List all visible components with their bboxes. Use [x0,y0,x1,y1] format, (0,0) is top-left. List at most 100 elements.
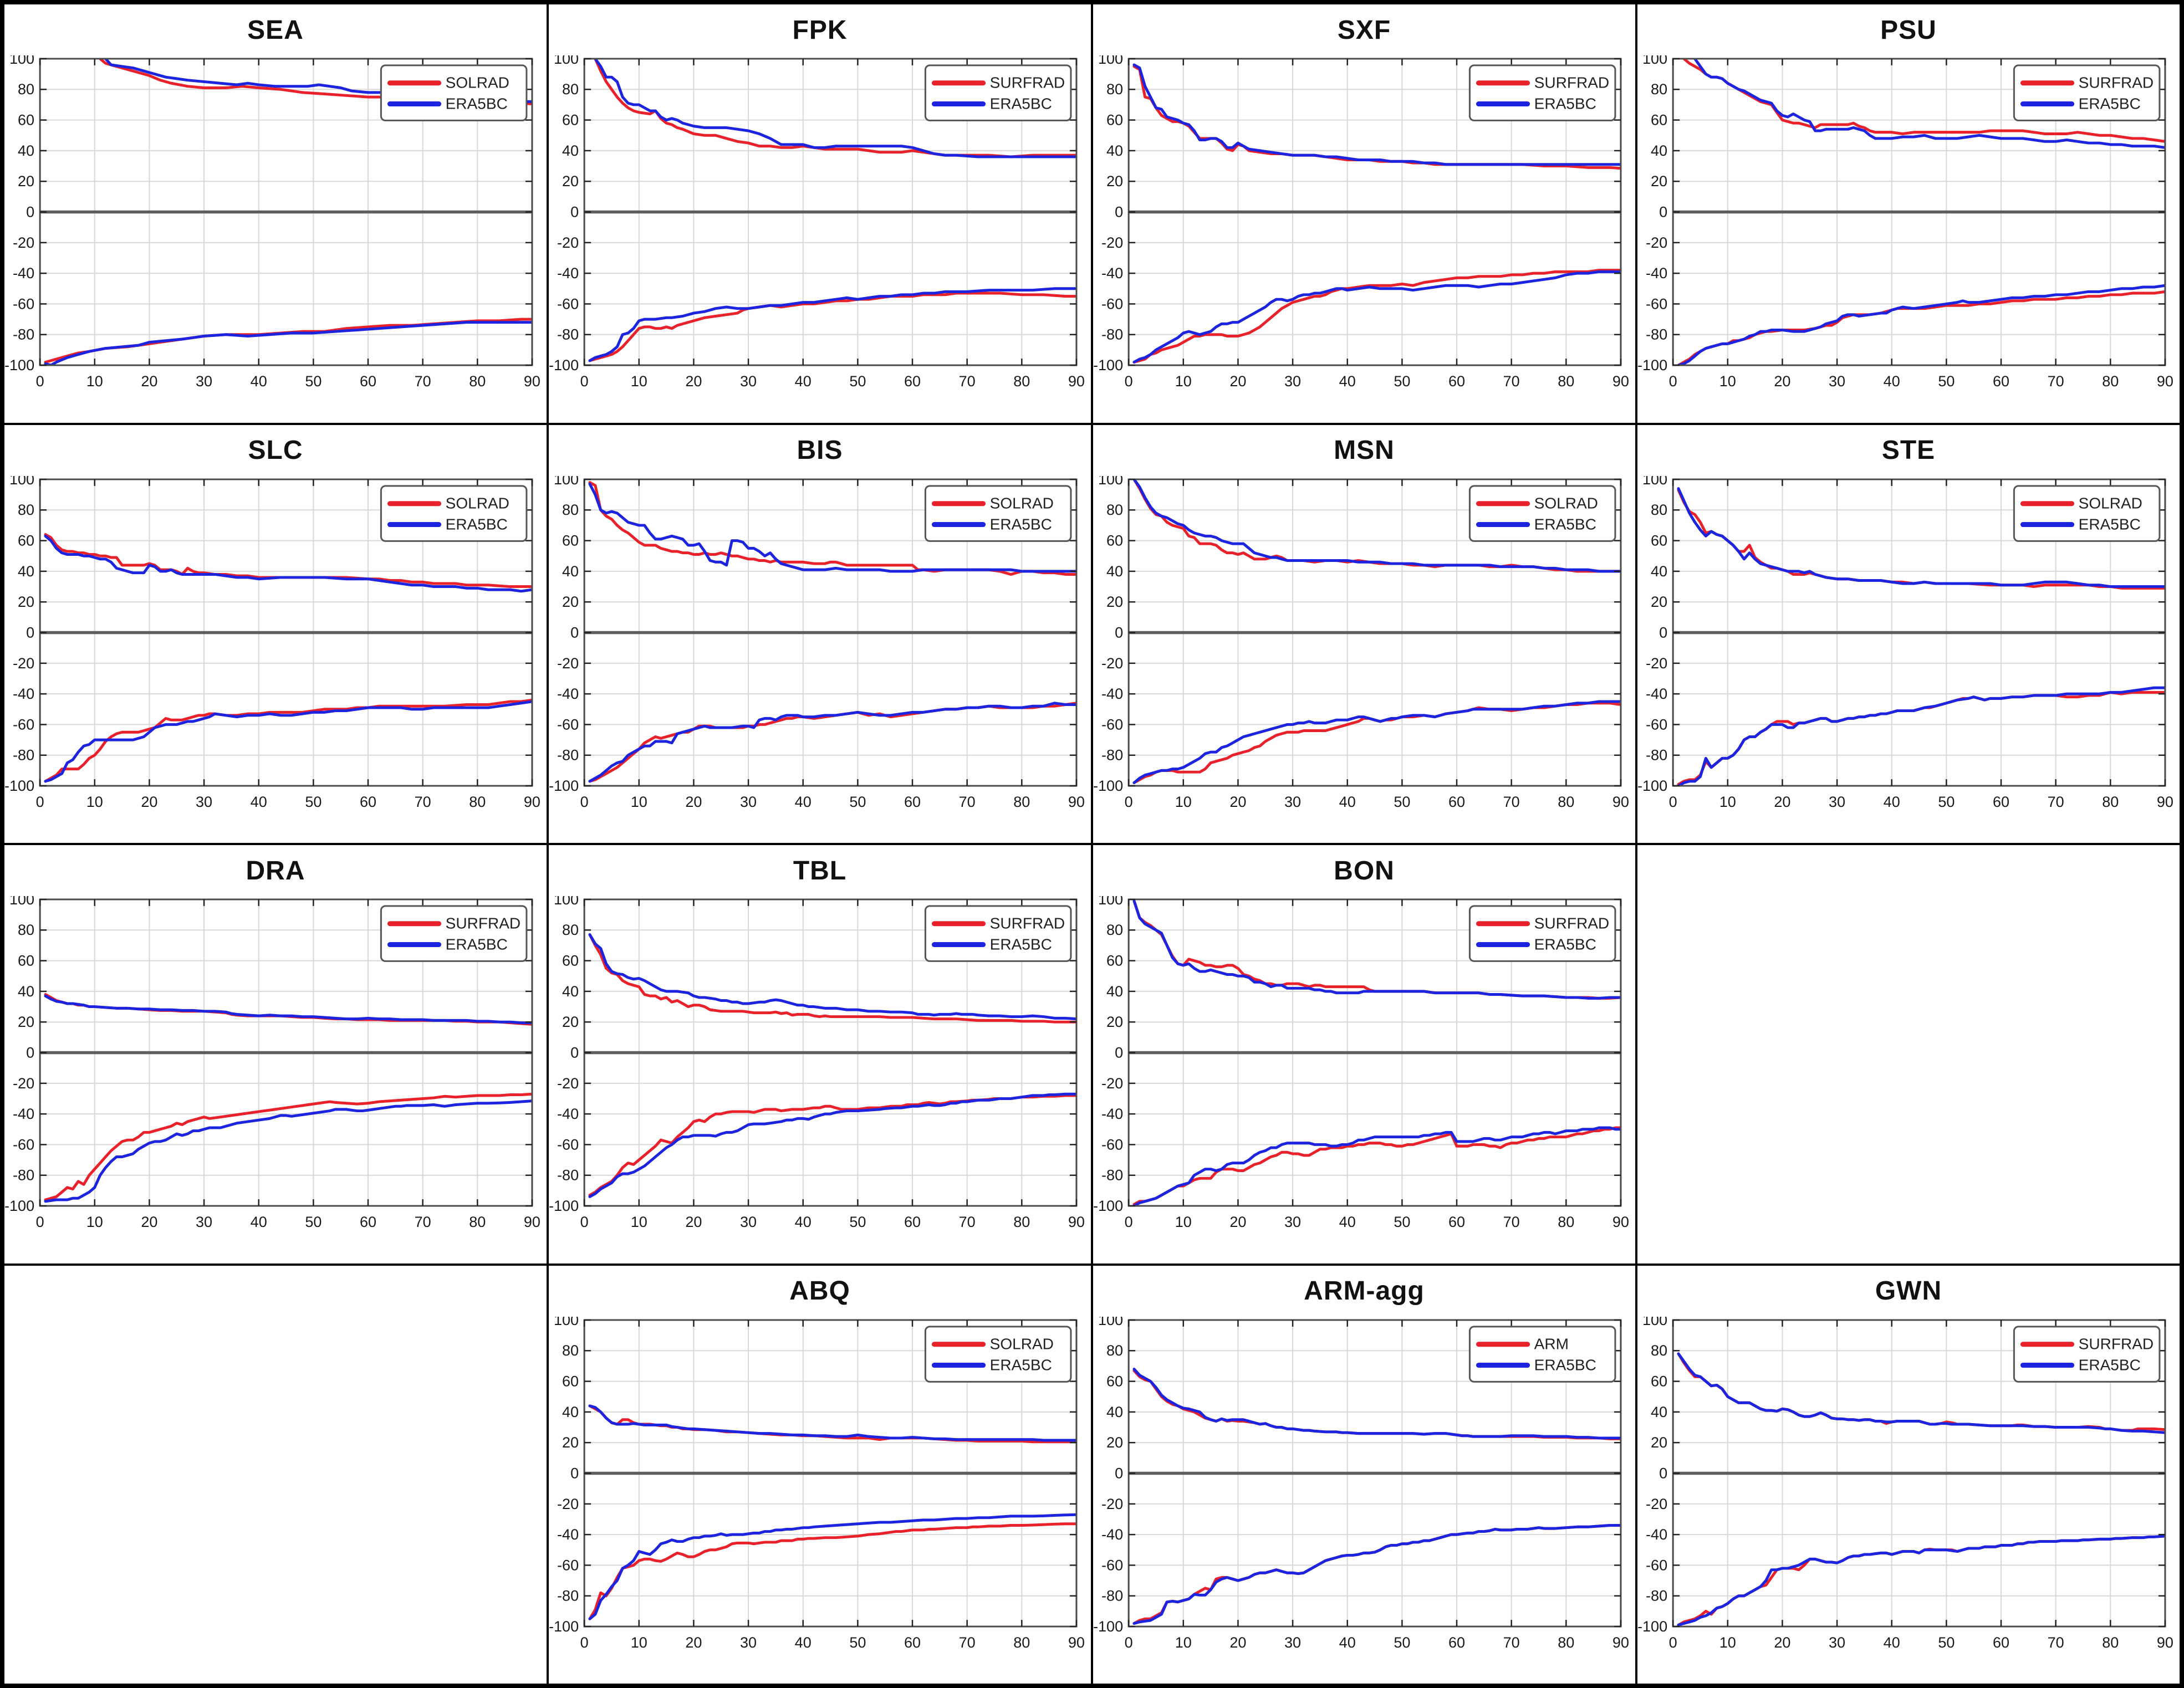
svg-text:10: 10 [1719,793,1736,810]
svg-text:100: 100 [9,896,34,908]
svg-text:20: 20 [685,793,702,810]
chart-canvas: 0 10 20 30 40 50 60 70 80 90 100 80 60 40 20 0 -20 -40 -60… [549,55,1091,423]
svg-text:20: 20 [562,1014,579,1030]
svg-text:10: 10 [1175,1634,1192,1650]
panel-title: TBL [793,856,847,886]
chart-canvas: 0 10 20 30 40 50 60 70 80 90 100 80 60 40 20 0 -20 -40 -60… [4,476,547,843]
svg-text:40: 40 [1106,562,1123,579]
svg-text:70: 70 [415,373,431,390]
svg-text:40: 40 [1339,1214,1356,1230]
svg-text:60: 60 [1106,953,1123,969]
svg-text:-40: -40 [557,686,579,702]
svg-text:60: 60 [18,532,34,549]
svg-text:20: 20 [562,594,579,610]
svg-text:80: 80 [1013,373,1030,390]
svg-text:10: 10 [631,1634,647,1650]
svg-text:40: 40 [1106,983,1123,1000]
svg-text:60: 60 [1106,1373,1123,1389]
svg-text:-80: -80 [1646,746,1667,763]
svg-text:40: 40 [1884,1634,1900,1650]
svg-text:-40: -40 [557,265,579,282]
svg-text:ERA5BC: ERA5BC [2079,95,2141,112]
svg-text:-20: -20 [1646,234,1667,251]
panel-abq: ABQ 0 10 20 30 40 50 60 70 80 90 100 80 60 40 20 0 -20 -4… [548,1264,1092,1685]
svg-text:60: 60 [562,953,579,969]
empty-cell [3,1264,548,1685]
svg-text:80: 80 [562,922,579,938]
svg-text:-20: -20 [557,654,579,671]
svg-text:ERA5BC: ERA5BC [1534,95,1596,112]
panel-gwn: GWN 0 10 20 30 40 50 60 70 80 90 100 80 60 40 20 0 -20 -4… [1636,1264,2181,1685]
svg-text:60: 60 [904,1214,921,1230]
panel-sxf: SXF 0 10 20 30 40 50 60 70 80 90 100 80 60 40 20 0 -20 -4… [1092,3,1636,424]
svg-text:50: 50 [305,793,322,810]
svg-text:0: 0 [26,204,34,221]
svg-text:40: 40 [562,983,579,1000]
svg-text:-100: -100 [4,1198,34,1214]
svg-text:30: 30 [196,373,212,390]
svg-text:0: 0 [1669,1634,1677,1650]
svg-text:40: 40 [251,793,267,810]
svg-text:-40: -40 [1101,265,1123,282]
panel-dra: DRA 0 10 20 30 40 50 60 70 80 90 100 80 60 40 20 0 -20 -4… [3,844,548,1265]
svg-text:-40: -40 [1101,686,1123,702]
svg-text:40: 40 [1651,142,1667,159]
svg-text:60: 60 [1651,532,1667,549]
svg-text:-60: -60 [13,716,34,733]
svg-text:30: 30 [1284,373,1301,390]
svg-text:60: 60 [1448,1214,1465,1230]
svg-text:-80: -80 [1646,1587,1667,1604]
svg-text:90: 90 [524,1214,540,1230]
svg-text:80: 80 [469,373,486,390]
svg-text:-100: -100 [1093,777,1123,794]
svg-text:90: 90 [1068,1214,1085,1230]
svg-text:40: 40 [1106,142,1123,159]
svg-text:50: 50 [1938,793,1955,810]
svg-text:-20: -20 [557,234,579,251]
svg-text:80: 80 [562,1342,579,1359]
svg-text:SURFRAD: SURFRAD [2079,1335,2154,1352]
panel-ste: STE 0 10 20 30 40 50 60 70 80 90 100 80 60 40 20 0 -20 -4… [1636,423,2181,844]
svg-text:100: 100 [1098,55,1123,67]
chart-canvas: 0 10 20 30 40 50 60 70 80 90 100 80 60 40 20 0 -20 -40 -60… [1637,1317,2180,1684]
svg-text:80: 80 [18,502,34,518]
svg-text:0: 0 [1669,793,1677,810]
svg-text:20: 20 [685,1634,702,1650]
svg-text:20: 20 [141,1214,157,1230]
svg-text:80: 80 [18,922,34,938]
svg-text:100: 100 [9,476,34,488]
svg-text:70: 70 [1503,1214,1520,1230]
svg-text:100: 100 [554,476,579,488]
svg-text:80: 80 [1558,793,1574,810]
svg-text:70: 70 [1503,373,1520,390]
svg-text:90: 90 [1068,1634,1085,1650]
chart-canvas: 0 10 20 30 40 50 60 70 80 90 100 80 60 40 20 0 -20 -40 -60… [4,55,547,423]
svg-text:50: 50 [1938,1634,1955,1650]
svg-text:SURFRAD: SURFRAD [2079,74,2154,91]
svg-text:-20: -20 [13,654,34,671]
svg-text:-60: -60 [1101,1136,1123,1153]
svg-text:30: 30 [196,793,212,810]
svg-text:70: 70 [959,793,976,810]
svg-text:20: 20 [1651,173,1667,190]
svg-text:20: 20 [1229,1214,1246,1230]
svg-text:-40: -40 [13,1106,34,1122]
chart-canvas: 0 10 20 30 40 50 60 70 80 90 100 80 60 40 20 0 -20 -40 -60… [1093,1317,1635,1684]
panel-tbl: TBL 0 10 20 30 40 50 60 70 80 90 100 80 60 40 20 0 -20 -4… [548,844,1092,1265]
svg-text:40: 40 [251,373,267,390]
svg-text:-20: -20 [13,1075,34,1092]
svg-text:0: 0 [1115,1465,1123,1481]
svg-text:30: 30 [1829,373,1845,390]
svg-text:60: 60 [1448,793,1465,810]
panel-sea: SEA 0 10 20 30 40 50 60 70 80 90 100 80 60 40 20 0 -20 -4… [3,3,548,424]
panel-title: MSN [1334,436,1395,465]
svg-text:0: 0 [26,1045,34,1061]
svg-text:40: 40 [1339,373,1356,390]
svg-text:80: 80 [1651,1342,1667,1359]
panel-arm-agg: ARM-agg 0 10 20 30 40 50 60 70 80 90 100 80 60 40 20 0-… [1092,1264,1636,1685]
svg-text:-100: -100 [1637,777,1667,794]
panel-title: GWN [1875,1276,1942,1306]
svg-text:70: 70 [2048,373,2064,390]
svg-text:-80: -80 [1101,1167,1123,1184]
